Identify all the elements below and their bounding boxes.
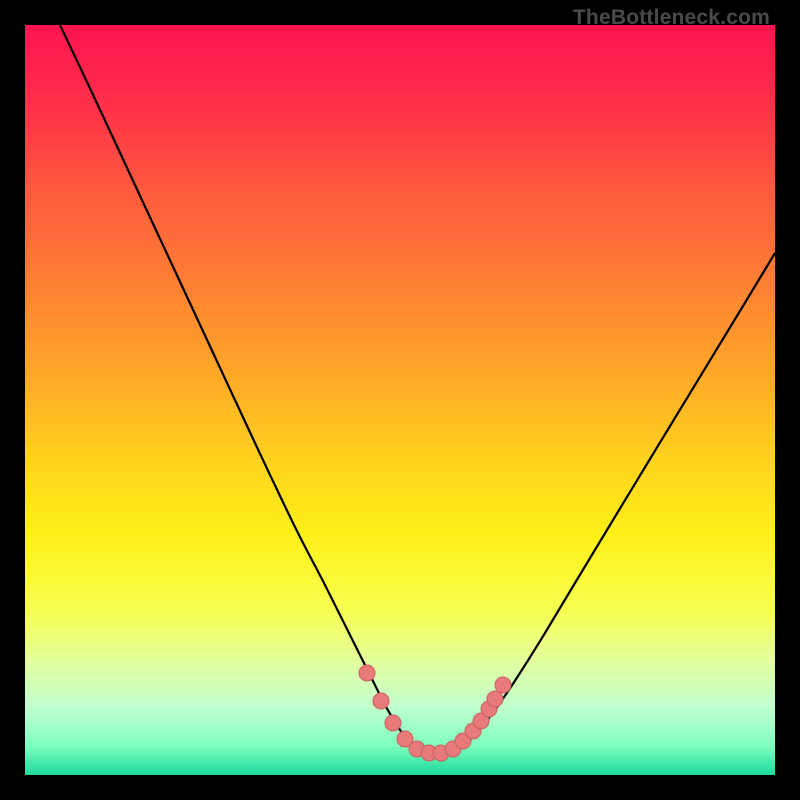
curve-marker [373,693,389,709]
plot-area [25,25,775,775]
watermark-text: TheBottleneck.com [573,6,770,30]
curve-marker [487,691,503,707]
curve-marker [495,677,511,693]
curve-marker [385,715,401,731]
bottleneck-curve [25,25,775,775]
curve-marker [359,665,375,681]
chart-frame: TheBottleneck.com [0,0,800,800]
